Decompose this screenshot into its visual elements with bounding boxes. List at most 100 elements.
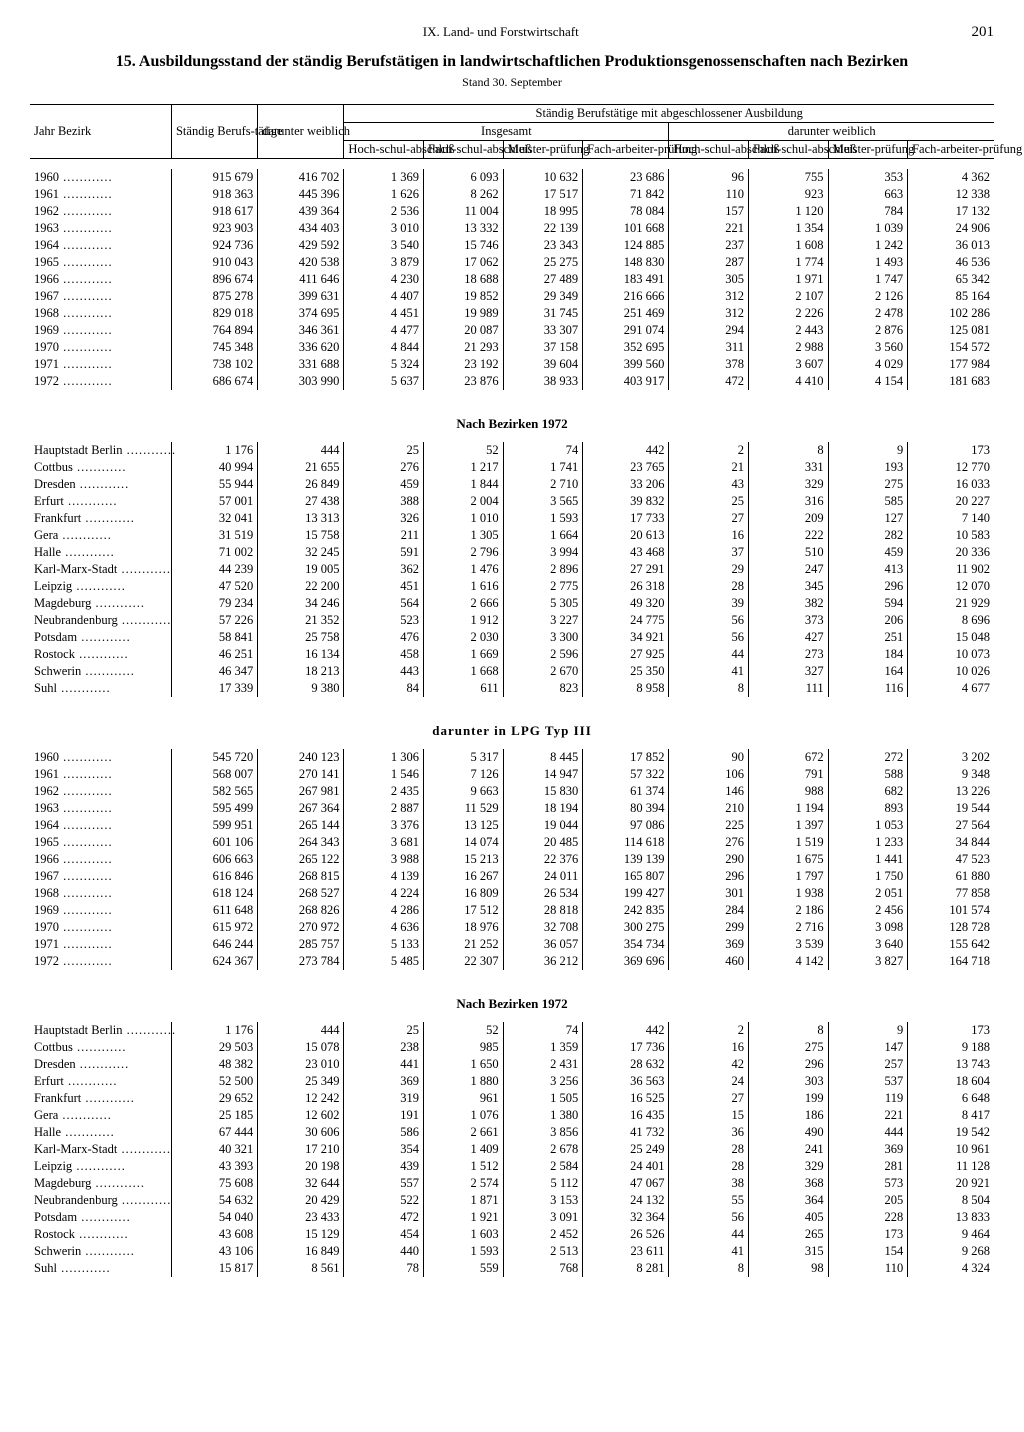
cell: 444 xyxy=(258,1022,344,1039)
cell: 3 202 xyxy=(908,749,994,766)
cell: 14 074 xyxy=(424,834,504,851)
cell: 13 743 xyxy=(908,1056,994,1073)
cell: 25 xyxy=(344,442,424,459)
cell: 42 xyxy=(669,1056,749,1073)
table-row: Dresden55 94426 8494591 8442 71033 20643… xyxy=(30,476,994,493)
cell: 71 002 xyxy=(172,544,258,561)
cell: 55 944 xyxy=(172,476,258,493)
cell: 282 xyxy=(828,527,908,544)
cell: 4 407 xyxy=(344,288,424,305)
cell: 403 917 xyxy=(583,373,669,390)
cell: 23 010 xyxy=(258,1056,344,1073)
row-label: Gera xyxy=(30,1107,172,1124)
cell: 154 xyxy=(828,1243,908,1260)
cell: 24 132 xyxy=(583,1192,669,1209)
cell: 1 233 xyxy=(828,834,908,851)
cell: 16 525 xyxy=(583,1090,669,1107)
cell: 4 410 xyxy=(748,373,828,390)
cell: 119 xyxy=(828,1090,908,1107)
cell: 4 154 xyxy=(828,373,908,390)
cell: 11 902 xyxy=(908,561,994,578)
row-label: 1968 xyxy=(30,885,172,902)
cell: 2 666 xyxy=(424,595,504,612)
cell: 1 305 xyxy=(424,527,504,544)
cell: 114 618 xyxy=(583,834,669,851)
cell: 1 603 xyxy=(424,1226,504,1243)
cell: 362 xyxy=(344,561,424,578)
cell: 56 xyxy=(669,629,749,646)
table-row: Neubrandenburg57 22621 3525231 9123 2272… xyxy=(30,612,994,629)
cell: 1 512 xyxy=(424,1158,504,1175)
cell: 22 200 xyxy=(258,578,344,595)
cell: 2 107 xyxy=(748,288,828,305)
table-row: Cottbus29 50315 0782389851 35917 7361627… xyxy=(30,1039,994,1056)
cell: 311 xyxy=(669,339,749,356)
cell: 26 849 xyxy=(258,476,344,493)
cell: 240 123 xyxy=(258,749,344,766)
cell: 573 xyxy=(828,1175,908,1192)
cell: 1 120 xyxy=(748,203,828,220)
table-row: Schwerin43 10616 8494401 5932 51323 6114… xyxy=(30,1243,994,1260)
cell: 257 xyxy=(828,1056,908,1073)
cell: 924 736 xyxy=(171,237,257,254)
cell: 331 688 xyxy=(258,356,344,373)
cell: 19 542 xyxy=(908,1124,994,1141)
table-row: Suhl15 8178 561785597688 2818981104 324 xyxy=(30,1260,994,1277)
cell: 47 520 xyxy=(172,578,258,595)
cell: 2 887 xyxy=(344,800,424,817)
cell: 8 958 xyxy=(583,680,669,697)
cell: 20 613 xyxy=(583,527,669,544)
table-row: Neubrandenburg54 63220 4295221 8713 1532… xyxy=(30,1192,994,1209)
cell: 270 141 xyxy=(258,766,344,783)
table-row: 1970615 972270 9724 63618 97632 708300 2… xyxy=(30,919,994,936)
cell: 5 305 xyxy=(503,595,583,612)
cell: 2 186 xyxy=(749,902,829,919)
cell: 315 xyxy=(749,1243,829,1260)
row-label: Leipzig xyxy=(30,1158,172,1175)
cell: 369 xyxy=(828,1141,908,1158)
table-row: Schwerin46 34718 2134431 6682 67025 3504… xyxy=(30,663,994,680)
cell: 34 246 xyxy=(258,595,344,612)
cell: 8 xyxy=(749,442,829,459)
cell: 791 xyxy=(749,766,829,783)
cell: 20 227 xyxy=(908,493,994,510)
cell: 595 499 xyxy=(172,800,258,817)
cell: 2 574 xyxy=(424,1175,504,1192)
cell: 265 122 xyxy=(258,851,344,868)
table-row: Leipzig47 52022 2004511 6162 77526 31828… xyxy=(30,578,994,595)
cell: 13 226 xyxy=(908,783,994,800)
data-body: 1960545 720240 1231 3065 3178 44517 8529… xyxy=(30,749,994,970)
cell: 16 809 xyxy=(424,885,504,902)
cell: 4 477 xyxy=(344,322,424,339)
cell: 265 144 xyxy=(258,817,344,834)
cell: 148 830 xyxy=(583,254,669,271)
cell: 420 538 xyxy=(258,254,344,271)
cell: 52 500 xyxy=(172,1073,258,1090)
cell: 537 xyxy=(828,1073,908,1090)
cell: 290 xyxy=(669,851,749,868)
cell: 139 139 xyxy=(583,851,669,868)
cell: 1 441 xyxy=(828,851,908,868)
cell: 15 xyxy=(669,1107,749,1124)
cell: 15 758 xyxy=(258,527,344,544)
cell: 601 106 xyxy=(172,834,258,851)
cell: 3 256 xyxy=(503,1073,583,1090)
cell: 2 796 xyxy=(424,544,504,561)
cell: 32 245 xyxy=(258,544,344,561)
cell: 29 349 xyxy=(503,288,583,305)
cell: 15 830 xyxy=(503,783,583,800)
cell: 25 349 xyxy=(258,1073,344,1090)
cell: 222 xyxy=(749,527,829,544)
cell: 13 125 xyxy=(424,817,504,834)
cell: 56 xyxy=(669,612,749,629)
cell: 251 xyxy=(828,629,908,646)
cell: 2 513 xyxy=(503,1243,583,1260)
cell: 2 988 xyxy=(748,339,828,356)
cell: 1 797 xyxy=(749,868,829,885)
table-row: 1961918 363445 3961 6268 26217 51771 842… xyxy=(30,186,994,203)
cell: 7 140 xyxy=(908,510,994,527)
cell: 61 374 xyxy=(583,783,669,800)
cell: 296 xyxy=(669,868,749,885)
cell: 4 139 xyxy=(344,868,424,885)
cell: 281 xyxy=(828,1158,908,1175)
